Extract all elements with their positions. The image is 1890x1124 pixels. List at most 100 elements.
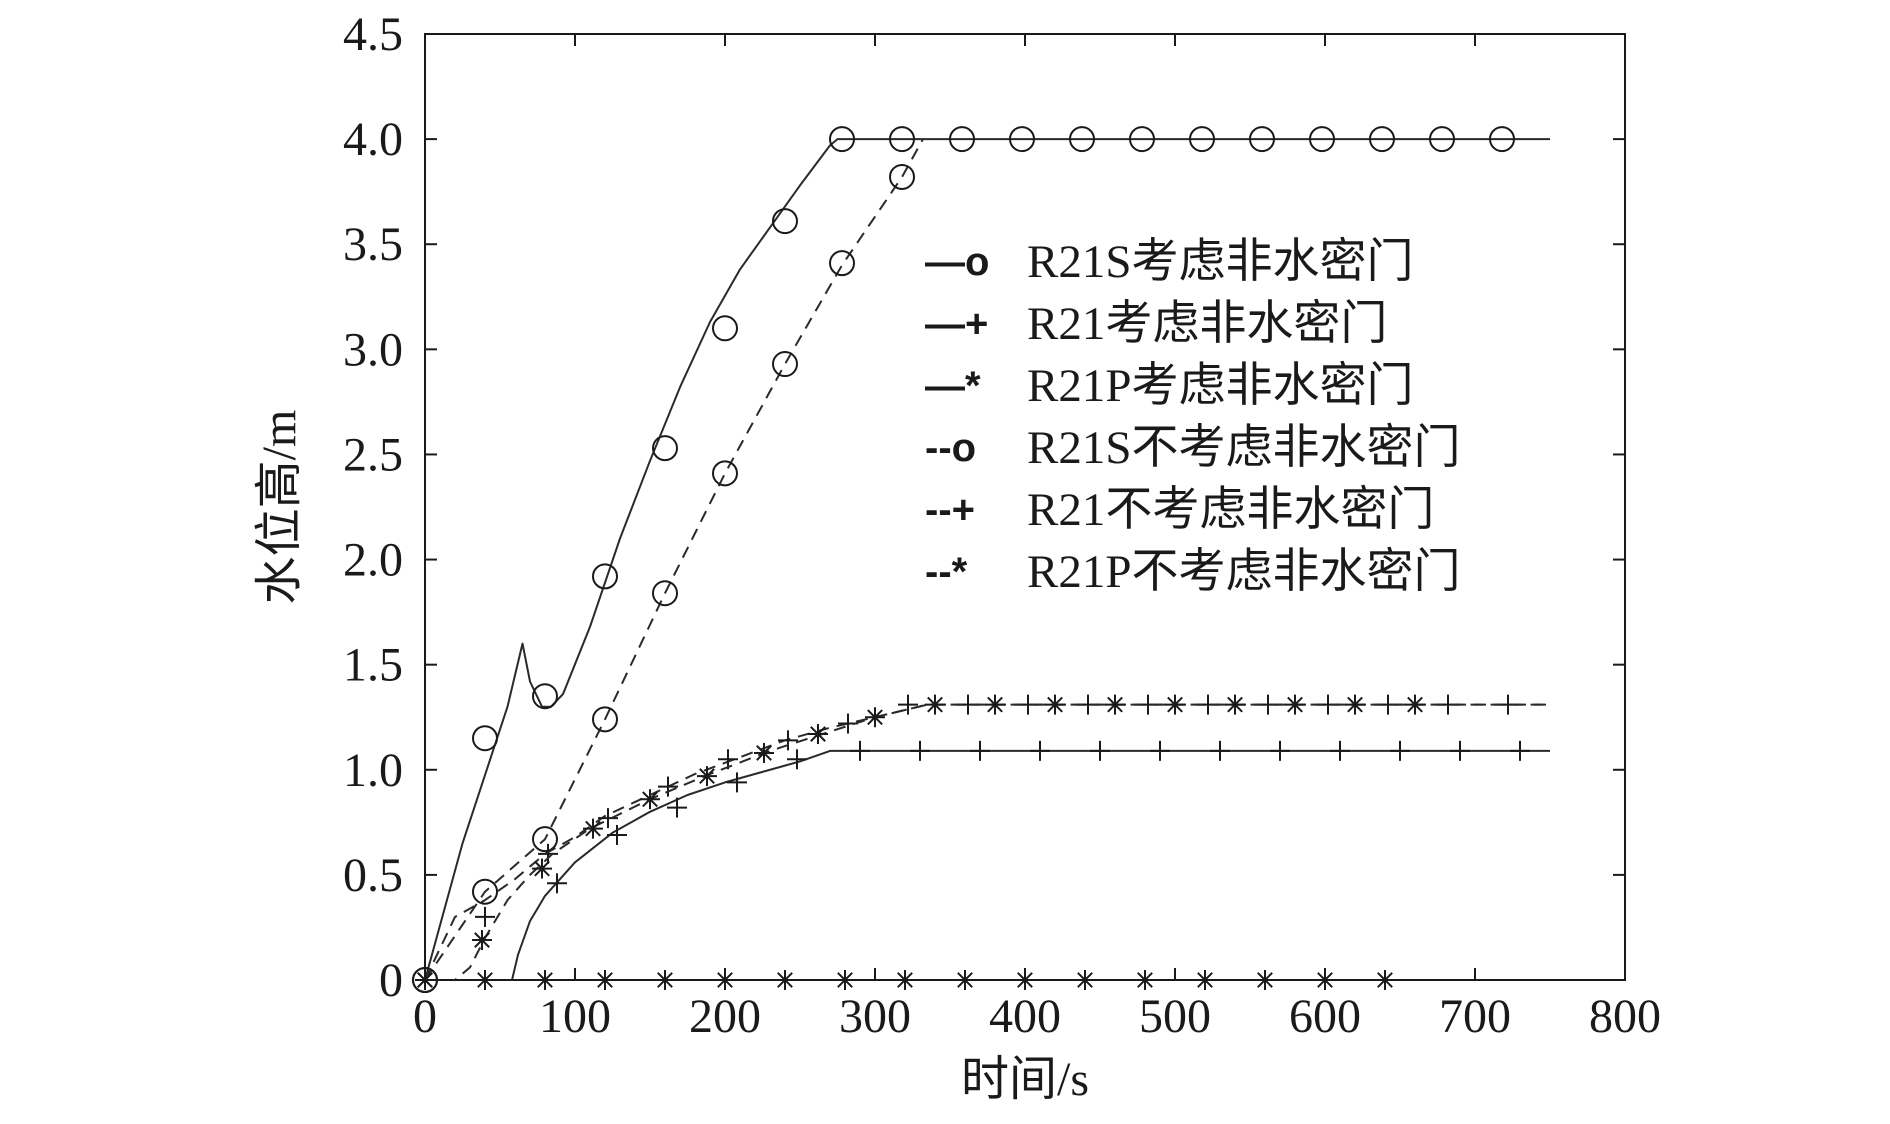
legend-marker: --+ (925, 488, 975, 532)
data-point-asterisk (1105, 694, 1125, 715)
legend-label: R21S考虑非水密门 (1027, 236, 1414, 288)
data-point-circle (889, 126, 915, 153)
legend-item: --* R21P不考虑非水密门 (925, 546, 1461, 598)
data-point-circle (652, 435, 678, 462)
data-point-circle (532, 826, 558, 853)
data-point-asterisk (1225, 694, 1245, 715)
y-tick-label: 2.0 (343, 534, 403, 587)
data-point-circle (1249, 126, 1275, 153)
axes-layer: 0 100 200 300 400 500 600 700 800 0 0.5 1.0 1.5 2.0 2.… (343, 8, 1661, 1043)
x-tick-label: 600 (1289, 990, 1361, 1043)
data-point-circle (592, 563, 618, 590)
data-point-plus (727, 772, 747, 793)
data-point-circle (652, 580, 678, 607)
data-point-asterisk (532, 858, 552, 879)
data-point-circle (592, 706, 618, 733)
legend-marker: --o (925, 426, 976, 470)
y-tick-label: 4.5 (343, 8, 403, 61)
x-tick-label: 700 (1439, 990, 1511, 1043)
y-axis-title: 水位高/m (253, 410, 306, 605)
legend-item: --+ R21不考虑非水密门 (925, 484, 1434, 536)
series-5 (415, 694, 1550, 990)
data-point-circle (1069, 126, 1095, 153)
data-point-asterisk (985, 694, 1005, 715)
data-point-plus (1450, 740, 1470, 761)
series-1 (412, 126, 1550, 993)
data-point-circle (1009, 126, 1035, 153)
series-6 (415, 694, 1550, 990)
data-point-circle (1489, 126, 1515, 153)
data-point-plus (598, 808, 618, 829)
data-point-plus (910, 740, 930, 761)
legend-label: R21不考虑非水密门 (1027, 484, 1434, 536)
data-point-plus (787, 749, 807, 770)
y-tick-label: 0.5 (343, 849, 403, 902)
x-tick-label: 500 (1139, 990, 1211, 1043)
x-tick-label: 400 (989, 990, 1061, 1043)
legend-marker: —+ (925, 302, 988, 346)
series-line (424, 138, 1550, 981)
x-tick-label: 100 (539, 990, 611, 1043)
data-point-plus (547, 873, 567, 894)
data-point-plus (475, 906, 495, 927)
x-tick-label: 300 (839, 990, 911, 1043)
data-point-circle (949, 126, 975, 153)
data-point-asterisk (1405, 694, 1425, 715)
data-point-plus (1510, 740, 1530, 761)
data-point-circle (712, 460, 738, 487)
data-point-plus (850, 740, 870, 761)
legend-label: R21P考虑非水密门 (1027, 360, 1414, 412)
x-tick-label: 800 (1589, 990, 1661, 1043)
legend-item: --o R21S不考虑非水密门 (925, 422, 1461, 474)
data-point-circle (1309, 126, 1335, 153)
data-point-plus (778, 730, 798, 751)
data-point-asterisk (583, 818, 603, 839)
legend-marker: --* (925, 550, 968, 594)
data-point-circle (829, 126, 855, 153)
data-point-circle (1369, 126, 1395, 153)
data-point-plus (1390, 740, 1410, 761)
data-point-plus (607, 824, 627, 845)
x-axis-title: 时间/s (961, 1053, 1089, 1106)
data-point-plus (1210, 740, 1230, 761)
y-tick-label: 1.0 (343, 744, 403, 797)
data-point-asterisk (697, 766, 717, 787)
data-point-plus (658, 776, 678, 797)
legend-label: R21P不考虑非水密门 (1027, 546, 1461, 598)
data-point-plus (1030, 740, 1050, 761)
y-tick-label: 4.0 (343, 113, 403, 166)
series-line (424, 138, 924, 981)
x-tick-label: 0 (413, 990, 437, 1043)
series-4 (412, 138, 924, 993)
y-tick-label: 1.5 (343, 639, 403, 692)
data-point-asterisk (754, 742, 774, 763)
data-point-circle (1429, 126, 1455, 153)
legend: —o R21S考虑非水密门 —+ R21考虑非水密门 —* R21P考虑非水密门 --o R2… (925, 236, 1461, 598)
data-point-asterisk (1345, 694, 1365, 715)
data-point-circle (889, 163, 915, 190)
data-point-plus (1090, 740, 1110, 761)
data-point-asterisk (1285, 694, 1305, 715)
data-point-asterisk (472, 930, 492, 951)
y-tick-label: 3.0 (343, 323, 403, 376)
data-point-circle (712, 315, 738, 342)
data-point-asterisk (808, 724, 828, 745)
legend-marker: —* (925, 364, 981, 408)
data-point-plus (970, 740, 990, 761)
data-point-circle (1189, 126, 1215, 153)
data-point-asterisk (865, 707, 885, 728)
y-tick-label: 3.5 (343, 218, 403, 271)
legend-item: —o R21S考虑非水密门 (925, 236, 1414, 288)
data-point-circle (1129, 126, 1155, 153)
series-2 (415, 740, 1550, 990)
y-tick-label: 0 (379, 954, 403, 1007)
x-tick-label: 200 (689, 990, 761, 1043)
legend-label: R21考虑非水密门 (1027, 298, 1387, 350)
data-point-circle (772, 208, 798, 235)
data-point-plus (1270, 740, 1290, 761)
y-tick-label: 2.5 (343, 428, 403, 481)
data-point-asterisk (640, 789, 660, 810)
data-point-circle (829, 250, 855, 277)
